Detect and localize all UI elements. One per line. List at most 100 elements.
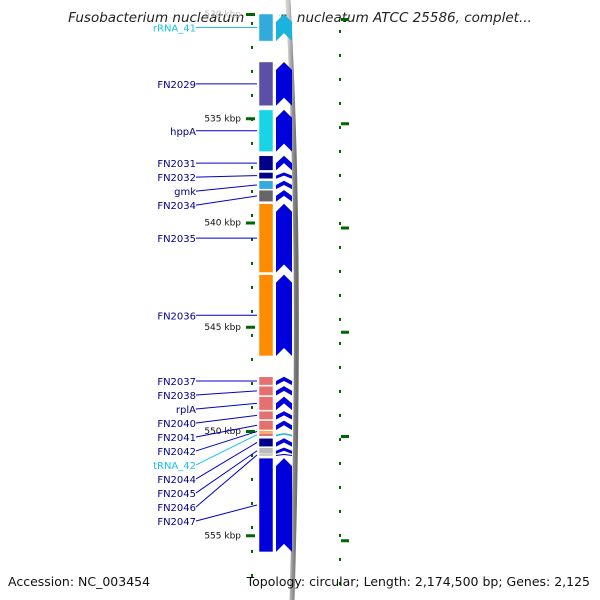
strand-arrow-fn2041[interactable] [276, 420, 292, 430]
label-leader [195, 402, 258, 410]
gene-label-fn2047[interactable]: FN2047 [157, 517, 196, 528]
guide-dot [339, 150, 341, 153]
gene-label-fn2040[interactable]: FN2040 [157, 419, 196, 430]
gene-label-fn2046[interactable]: FN2046 [157, 503, 196, 514]
gene-label-fn2034[interactable]: FN2034 [157, 201, 196, 212]
gene-label-fn2029[interactable]: FN2029 [157, 80, 196, 91]
strand-arrow-fn2045[interactable] [276, 447, 292, 454]
guide-dot [339, 54, 341, 57]
feature-fn2032[interactable] [258, 172, 274, 179]
strand-arrow-fn2044[interactable] [276, 438, 292, 447]
guide-dot [251, 382, 253, 385]
gene-label-fn2035[interactable]: FN2035 [157, 234, 196, 245]
guide-dot [339, 486, 341, 489]
label-leader [195, 184, 258, 192]
gene-label-fn2032[interactable]: FN2032 [157, 173, 196, 184]
scale-tick-left [246, 325, 255, 329]
feature-fn2031[interactable] [258, 155, 274, 171]
guide-dot [251, 22, 253, 25]
feature-fn2041[interactable] [258, 420, 274, 431]
strand-arrow-fn2032[interactable] [276, 172, 292, 179]
guide-dot [339, 558, 341, 561]
scale-tick-label: 555 kbp [204, 531, 241, 541]
strand-arrow-hppa[interactable] [276, 109, 292, 152]
label-leader [195, 175, 258, 178]
gene-label-hppa[interactable]: hppA [170, 127, 196, 138]
strand-arrow-fn2029[interactable] [276, 61, 292, 106]
gene-label-rpla[interactable]: rplA [176, 405, 196, 416]
guide-dot [251, 214, 253, 217]
label-leader [195, 424, 258, 438]
gene-label-fn2031[interactable]: FN2031 [157, 159, 196, 170]
strand-arrow-gmk[interactable] [276, 180, 292, 190]
guide-dot [339, 102, 341, 105]
guide-dot [251, 238, 253, 241]
feature-rrna-41[interactable] [258, 13, 274, 42]
guide-dot [251, 358, 253, 361]
topology-text: Topology: circular; Length: 2,174,500 bp… [246, 574, 590, 589]
feature-fn2047[interactable] [258, 457, 274, 553]
strand-arrow-fn2034[interactable] [276, 190, 292, 202]
gene-label-fn2044[interactable]: FN2044 [157, 475, 196, 486]
label-leader [195, 454, 258, 508]
gene-label-fn2036[interactable]: FN2036 [157, 311, 196, 322]
feature-fn2045[interactable] [258, 447, 274, 455]
scale-tick-left [246, 534, 255, 538]
feature-labels[interactable]: rRNA_41 FN2029 hppA FN2031 FN2032 gmk FN2034 FN… [153, 24, 258, 528]
feature-fn2034[interactable] [258, 189, 274, 202]
strand-arrow-fn2037[interactable] [276, 376, 292, 386]
feature-fn2044[interactable] [258, 438, 274, 447]
guide-dot [251, 334, 253, 337]
feature-trna-42[interactable] [258, 432, 274, 437]
feature-fn2046[interactable] [258, 453, 274, 457]
feature-fn2035[interactable] [258, 203, 274, 273]
strand-arrow-fn2031[interactable] [276, 155, 292, 171]
guide-dot [339, 246, 341, 249]
feature-fn2029[interactable] [258, 61, 274, 106]
feature-fn2037[interactable] [258, 376, 274, 386]
guide-dot [251, 142, 253, 145]
gene-label-fn2037[interactable]: FN2037 [157, 377, 196, 388]
guide-dot [339, 534, 341, 537]
guide-dot [251, 550, 253, 553]
guide-dot [251, 454, 253, 457]
gene-label-fn2045[interactable]: FN2045 [157, 489, 196, 500]
guide-dot [339, 174, 341, 177]
guide-dot [251, 502, 253, 505]
strand-arrow-trna-42[interactable] [276, 433, 292, 437]
gene-label-gmk[interactable]: gmk [174, 187, 196, 198]
strand-arrow-fn2036[interactable] [276, 274, 292, 356]
strand-arrow-fn2047[interactable] [276, 458, 292, 552]
feature-fn2038[interactable] [258, 385, 274, 396]
strand-arrow-track[interactable] [276, 14, 292, 552]
scale-tick-label: 540 kbp [204, 219, 241, 229]
feature-fn2040[interactable] [258, 410, 274, 420]
label-leader [195, 390, 258, 396]
strand-arrow-rpla[interactable] [276, 396, 292, 411]
strand-arrow-fn2038[interactable] [276, 386, 292, 396]
scale-tick-right [341, 539, 349, 543]
strand-arrow-rrna-41[interactable] [276, 14, 292, 42]
scale-tick-label: 530 kbp [204, 10, 241, 20]
gene-label-rrna-41[interactable]: rRNA_41 [153, 24, 196, 35]
gene-label-fn2042[interactable]: FN2042 [157, 447, 196, 458]
feature-gmk[interactable] [258, 180, 274, 190]
gene-label-fn2041[interactable]: FN2041 [157, 433, 196, 444]
guide-dot [339, 342, 341, 345]
feature-fn2036[interactable] [258, 274, 274, 357]
feature-track[interactable] [258, 13, 274, 553]
genome-backbone [263, 0, 303, 600]
strand-arrow-fn2046[interactable] [276, 453, 292, 457]
strand-arrow-fn2035[interactable] [276, 203, 292, 273]
guide-dot [339, 390, 341, 393]
gene-label-fn2038[interactable]: FN2038 [157, 391, 196, 402]
feature-rpla[interactable] [258, 396, 274, 411]
gene-label-trna-42[interactable]: tRNA_42 [153, 461, 196, 472]
map-title: Fusobacterium nucleatum subsp. nucleatum… [68, 10, 532, 26]
scale-tick-right [341, 435, 349, 438]
feature-fn2042[interactable] [258, 430, 274, 434]
feature-hppa[interactable] [258, 109, 274, 152]
strand-arrow-fn2040[interactable] [276, 411, 292, 420]
guide-dot [339, 438, 341, 441]
